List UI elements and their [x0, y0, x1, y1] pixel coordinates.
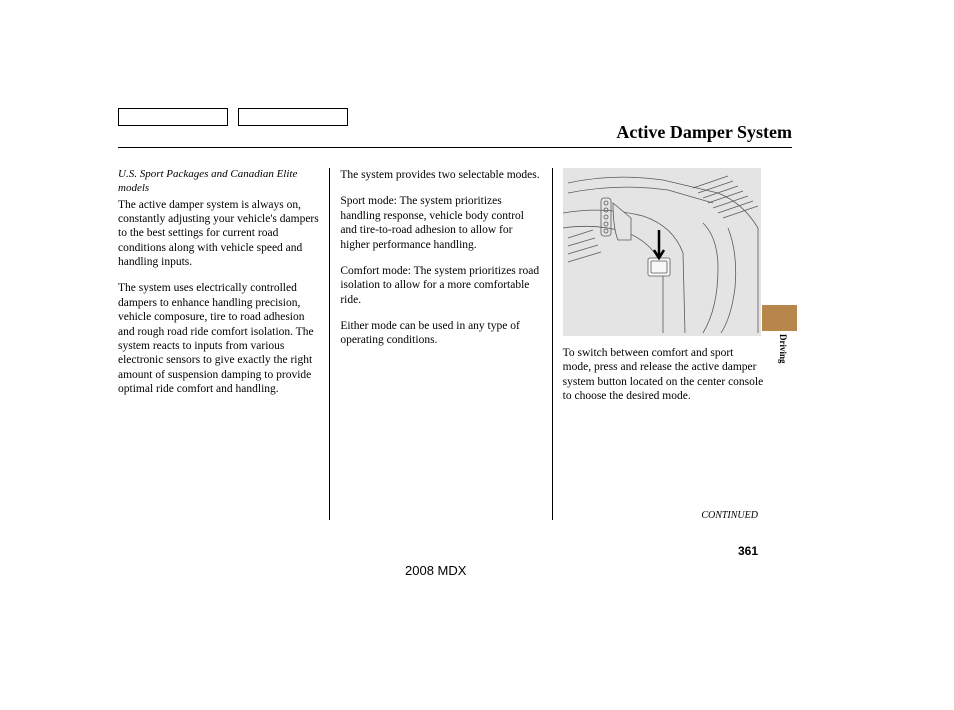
- model-subtitle: U.S. Sport Packages and Canadian Elite m…: [118, 168, 319, 196]
- col2-para1: The system provides two selectable modes…: [340, 168, 541, 182]
- section-tab: [762, 305, 797, 331]
- continued-label: CONTINUED: [701, 510, 758, 521]
- page-title: Active Damper System: [118, 122, 792, 143]
- page-number: 361: [738, 544, 758, 558]
- column-3: To switch between comfort and sport mode…: [553, 168, 764, 520]
- col2-para2: Sport mode: The system prioritizes handl…: [340, 194, 541, 252]
- console-svg: [563, 168, 761, 336]
- page-header: Active Damper System: [118, 122, 792, 148]
- col2-para4: Either mode can be used in any type of o…: [340, 319, 541, 348]
- col3-para1: To switch between comfort and sport mode…: [563, 346, 764, 404]
- footer-model: 2008 MDX: [405, 563, 466, 578]
- content-columns: U.S. Sport Packages and Canadian Elite m…: [118, 168, 764, 520]
- column-2: The system provides two selectable modes…: [330, 168, 552, 520]
- col2-para3: Comfort mode: The system prioritizes roa…: [340, 264, 541, 307]
- console-illustration: [563, 168, 761, 336]
- col1-para1: The active damper system is always on, c…: [118, 198, 319, 270]
- section-tab-label: Driving: [778, 334, 788, 364]
- column-1: U.S. Sport Packages and Canadian Elite m…: [118, 168, 330, 520]
- col1-para2: The system uses electrically controlled …: [118, 281, 319, 396]
